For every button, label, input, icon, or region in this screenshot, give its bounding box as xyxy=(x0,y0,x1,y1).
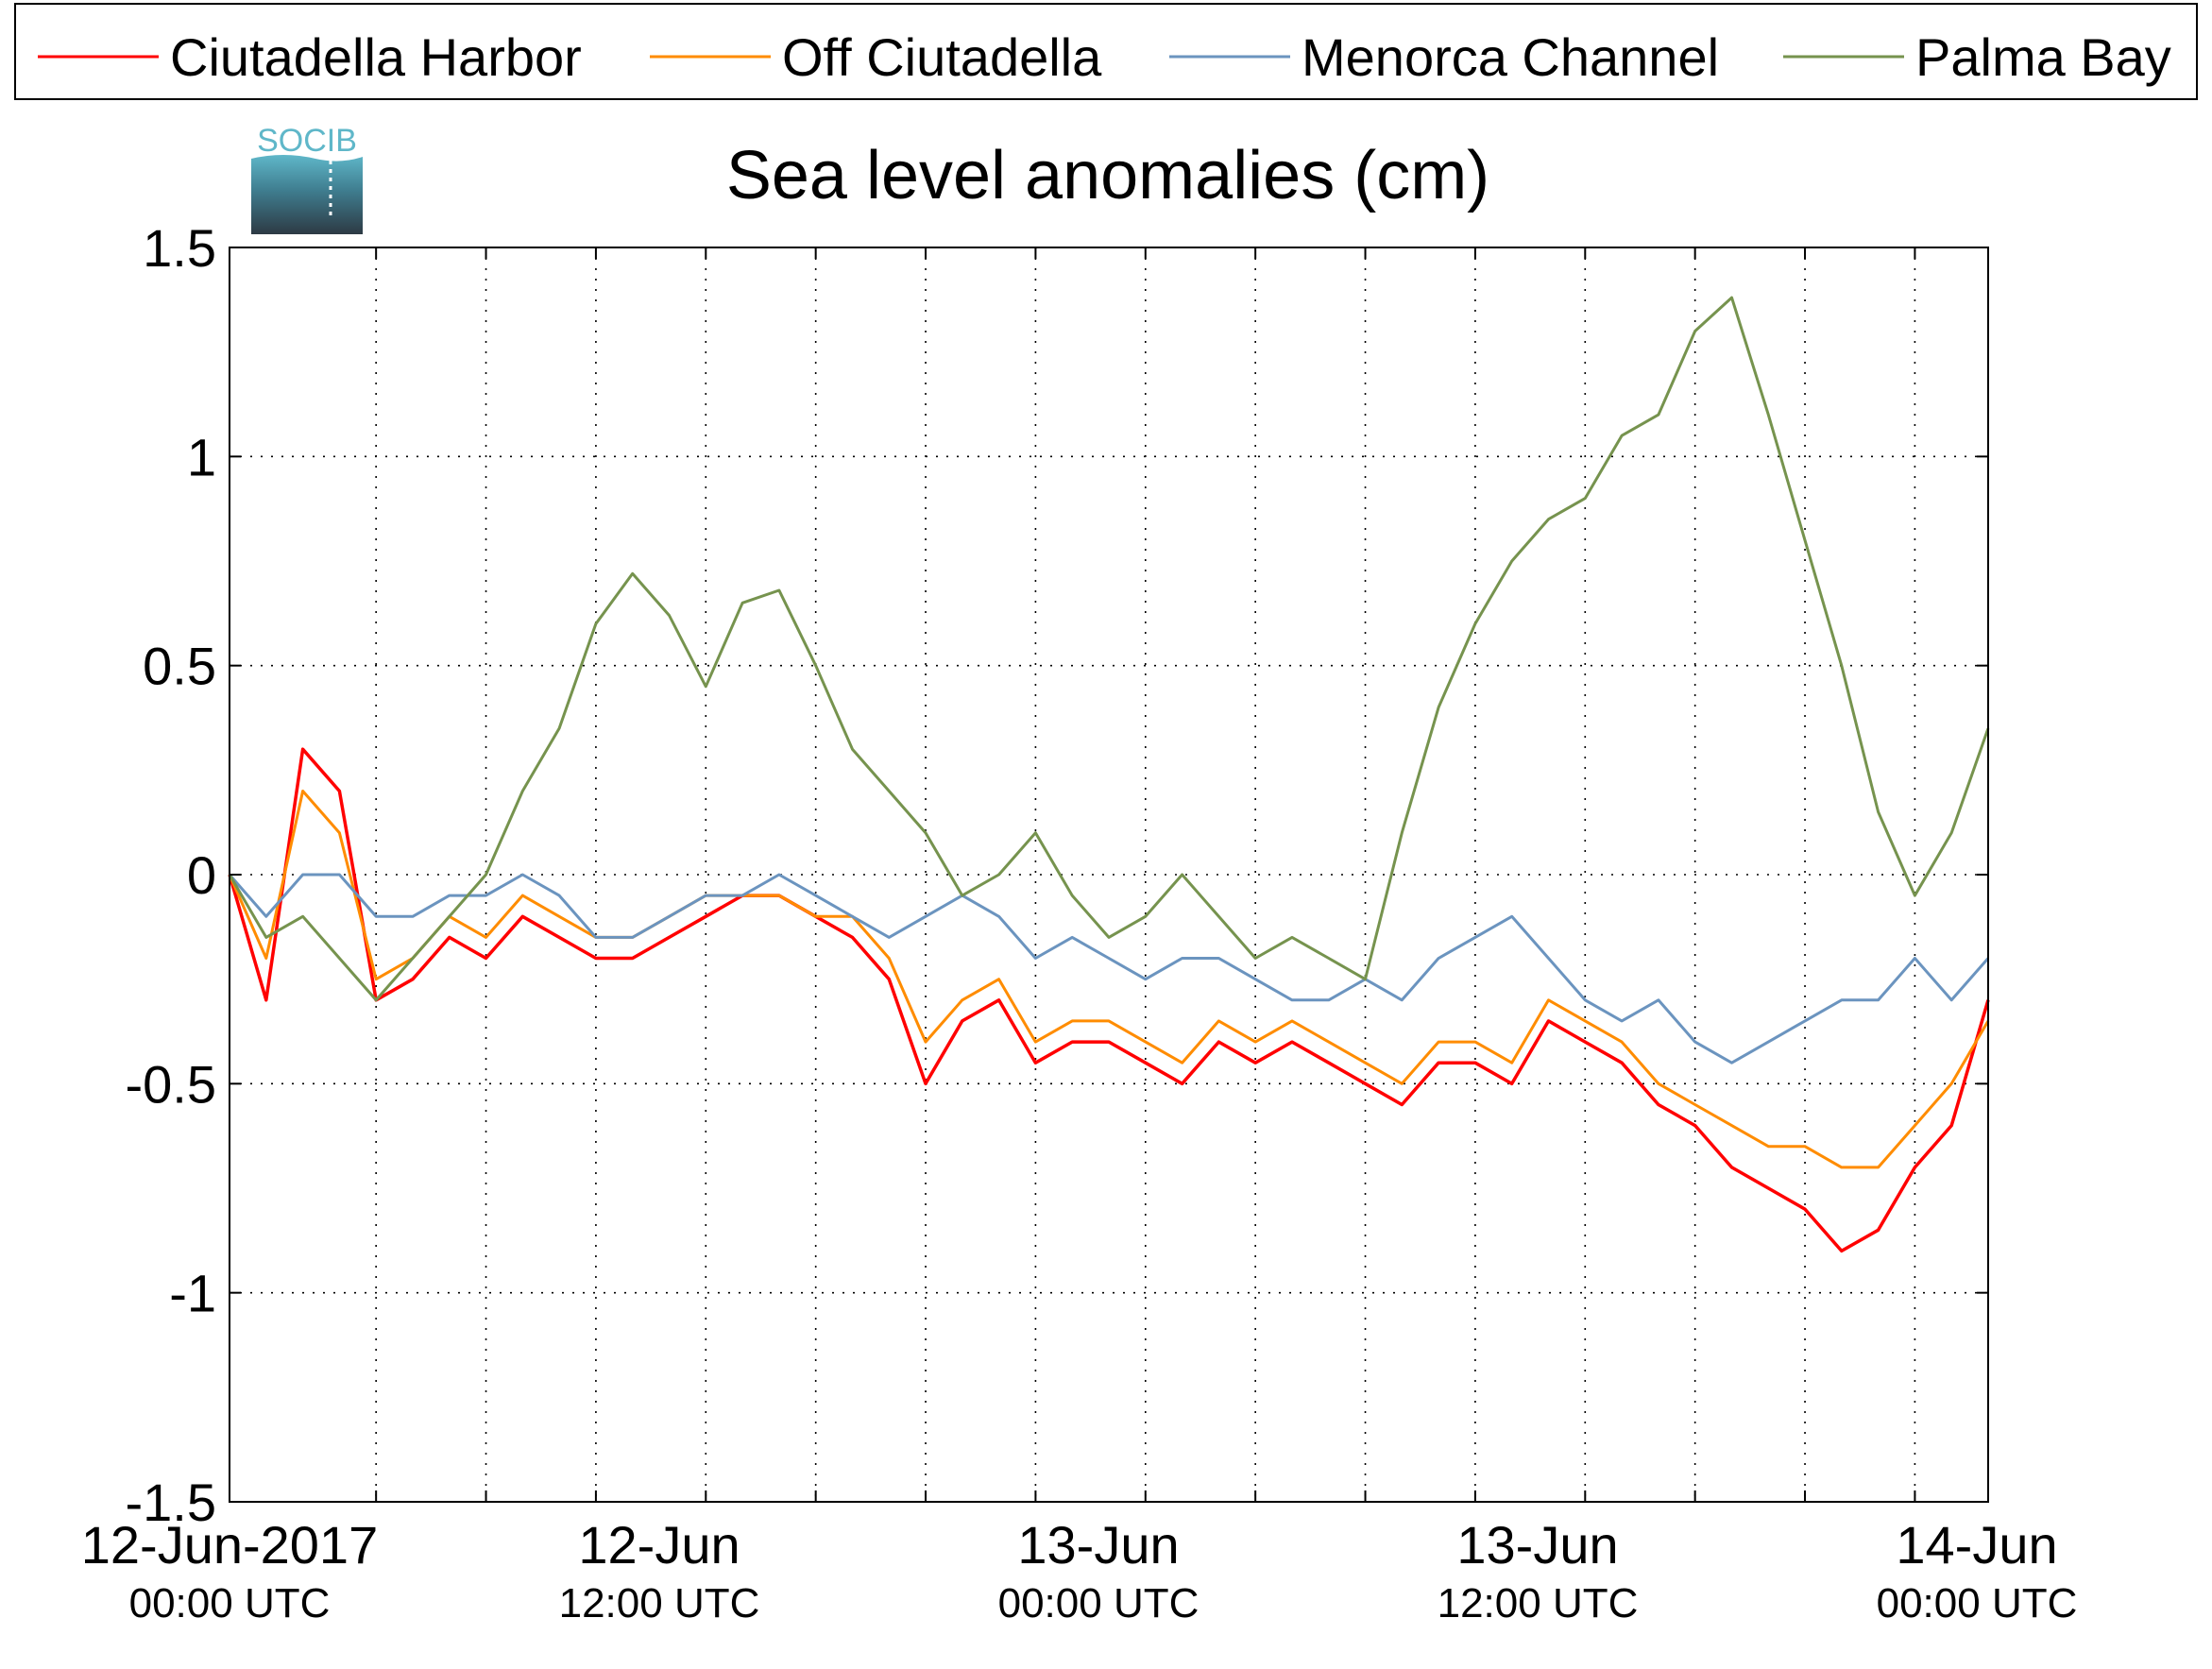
x-tick-time-label: 00:00 UTC xyxy=(129,1580,331,1626)
y-axis: -1.5 -1 -0.5 0 0.5 1 1.5 xyxy=(126,218,1988,1532)
legend-box xyxy=(14,3,2198,100)
legend-label: Off Ciutadella xyxy=(782,27,1102,87)
series-line-ciutadella-harbor xyxy=(228,747,1990,1253)
y-tick-label: -1.5 xyxy=(126,1473,217,1532)
y-tick-label: 1.5 xyxy=(143,218,216,278)
x-tick-date-label: 12-Jun-2017 xyxy=(81,1515,378,1575)
socib-logo: SOCIB xyxy=(251,123,363,234)
chart-title: Sea level anomalies (cm) xyxy=(726,138,1489,213)
x-tick-time-label: 12:00 UTC xyxy=(1438,1580,1639,1626)
series-group xyxy=(228,296,1990,1253)
legend-label: Palma Bay xyxy=(1915,27,2171,87)
x-tick-date-label: 13-Jun xyxy=(1456,1515,1618,1575)
legend: Ciutadella Harbor Off Ciutadella Menorca C… xyxy=(38,27,2171,87)
legend-label: Menorca Channel xyxy=(1302,27,1719,87)
series-line-off-ciutadella xyxy=(228,790,1990,1169)
x-tick-time-label: 00:00 UTC xyxy=(1877,1580,2078,1626)
x-tick-date-label: 12-Jun xyxy=(578,1515,740,1575)
logo-text: SOCIB xyxy=(257,123,357,159)
plot-area xyxy=(230,247,1988,1502)
legend-label: Ciutadella Harbor xyxy=(170,27,582,87)
x-axis: 12-Jun-2017 00:00 UTC 12-Jun 12:00 UTC 13-Ju… xyxy=(81,247,2078,1626)
y-tick-label: 0 xyxy=(187,845,216,905)
series-line-palma-bay xyxy=(228,296,1990,1002)
y-tick-label: 0.5 xyxy=(143,637,216,696)
x-tick-date-label: 13-Jun xyxy=(1017,1515,1179,1575)
series-line-menorca-channel xyxy=(228,873,1990,1064)
y-tick-label: -1 xyxy=(169,1264,216,1323)
x-tick-time-label: 00:00 UTC xyxy=(998,1580,1200,1626)
y-tick-label: -0.5 xyxy=(126,1054,217,1114)
grid xyxy=(230,247,1988,1502)
y-tick-label: 1 xyxy=(187,427,216,486)
x-tick-time-label: 12:00 UTC xyxy=(559,1580,760,1626)
x-tick-date-label: 14-Jun xyxy=(1896,1515,2057,1575)
